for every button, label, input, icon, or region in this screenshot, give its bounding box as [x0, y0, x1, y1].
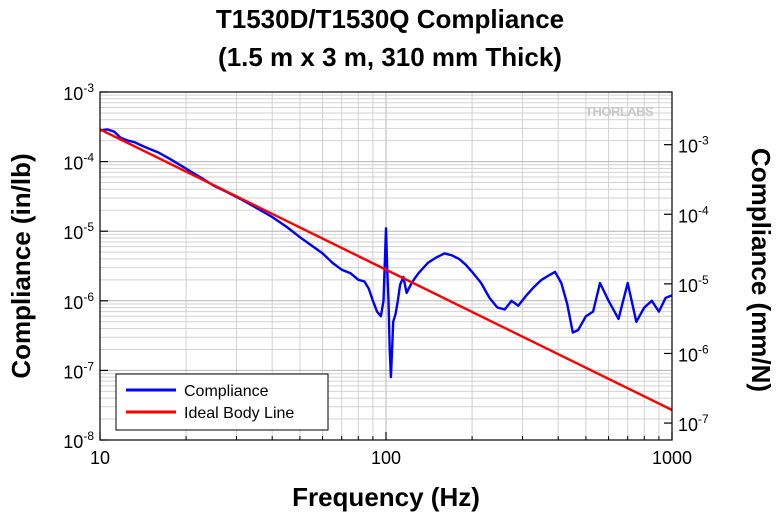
legend-box — [115, 373, 329, 431]
y-tick-label: 10-4 — [63, 151, 94, 174]
x-tick-label: 1000 — [652, 448, 692, 468]
y-axis-label: Compliance (in/lb) — [6, 153, 36, 378]
x-tick-label: 100 — [371, 448, 401, 468]
grid — [99, 92, 672, 441]
legend-label: Ideal Body Line — [184, 405, 294, 422]
series-layer — [99, 128, 673, 412]
y-right-tick-label: 10-3 — [678, 134, 709, 157]
y-tick-label: 10-5 — [63, 220, 94, 243]
thorlabs-watermark: THORLABS — [585, 104, 654, 119]
y-axis-label-right: Compliance (mm/N) — [746, 148, 776, 392]
x-axis-label: Frequency (Hz) — [292, 482, 480, 512]
y-tick-label: 10-7 — [63, 359, 94, 382]
series-line-ideal-body-line — [99, 128, 673, 412]
y-tick-label: 10-3 — [63, 81, 94, 104]
y-right-tick-label: 10-7 — [678, 412, 709, 435]
y-tick-label: 10-8 — [63, 429, 94, 452]
y-tick-label: 10-6 — [63, 290, 94, 313]
y-right-tick-label: 10-5 — [678, 273, 709, 296]
legend-label: Compliance — [184, 383, 269, 400]
legend: Compliance Ideal Body Line — [115, 373, 329, 431]
chart-subtitle: (1.5 m x 3 m, 310 mm Thick) — [218, 42, 562, 72]
chart-title: T1530D/T1530Q Compliance — [216, 4, 564, 34]
y-right-tick-label: 10-4 — [678, 203, 709, 226]
y-right-tick-label: 10-6 — [678, 342, 709, 365]
x-tick-label: 10 — [90, 448, 110, 468]
ticks: 10 100 1000 10-8 10-7 10-6 10-5 10-4 10-3 10-7 10-… — [63, 81, 709, 468]
